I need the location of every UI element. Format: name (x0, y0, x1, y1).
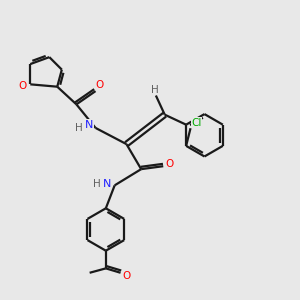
Text: H: H (151, 85, 158, 94)
Text: O: O (122, 271, 130, 281)
Text: O: O (166, 159, 174, 169)
Text: N: N (85, 120, 93, 130)
Text: H: H (93, 179, 101, 189)
Text: O: O (96, 80, 104, 90)
Text: Cl: Cl (191, 118, 202, 128)
Text: O: O (19, 81, 27, 91)
Text: H: H (76, 123, 83, 133)
Text: N: N (103, 179, 112, 189)
